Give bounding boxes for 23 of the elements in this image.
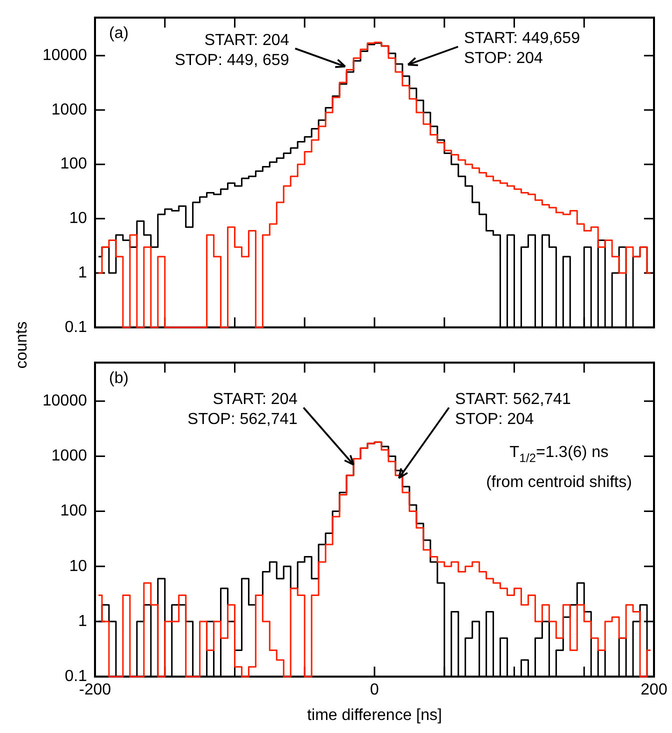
y-tick-label: 0.1 — [64, 318, 88, 336]
y-axis-title: counts — [13, 321, 32, 369]
annotation: (from centroid shifts) — [486, 474, 632, 492]
x-tick-label: -200 — [78, 682, 112, 699]
y-tick-label: 1 — [78, 612, 88, 630]
x-tick-label: 200 — [640, 682, 668, 699]
y-tick-label: 10000 — [42, 392, 88, 410]
annotation: START: 449,659 STOP: 204 — [464, 30, 580, 68]
x-tick-label: 0 — [370, 682, 380, 699]
y-tick-label: 10 — [69, 210, 88, 228]
y-tick-label: 100 — [60, 156, 88, 173]
y-tick-label: 1000 — [51, 101, 88, 118]
annotation: START: 204 STOP: 449, 659 — [174, 32, 290, 69]
y-tick-label: 1 — [78, 264, 88, 282]
annotation: (b) — [109, 370, 129, 388]
y-tick-label: 10 — [69, 558, 88, 575]
annotation: (a) — [109, 25, 129, 42]
y-tick-label: 100 — [60, 502, 88, 520]
y-tick-label: 1000 — [51, 448, 88, 465]
y-tick-label: 10000 — [42, 47, 88, 64]
annotation: START: 562,741 STOP: 204 — [454, 391, 571, 428]
x-axis-title: time difference [ns] — [307, 706, 442, 724]
annotation: START: 204 STOP: 562,741 — [188, 391, 298, 428]
